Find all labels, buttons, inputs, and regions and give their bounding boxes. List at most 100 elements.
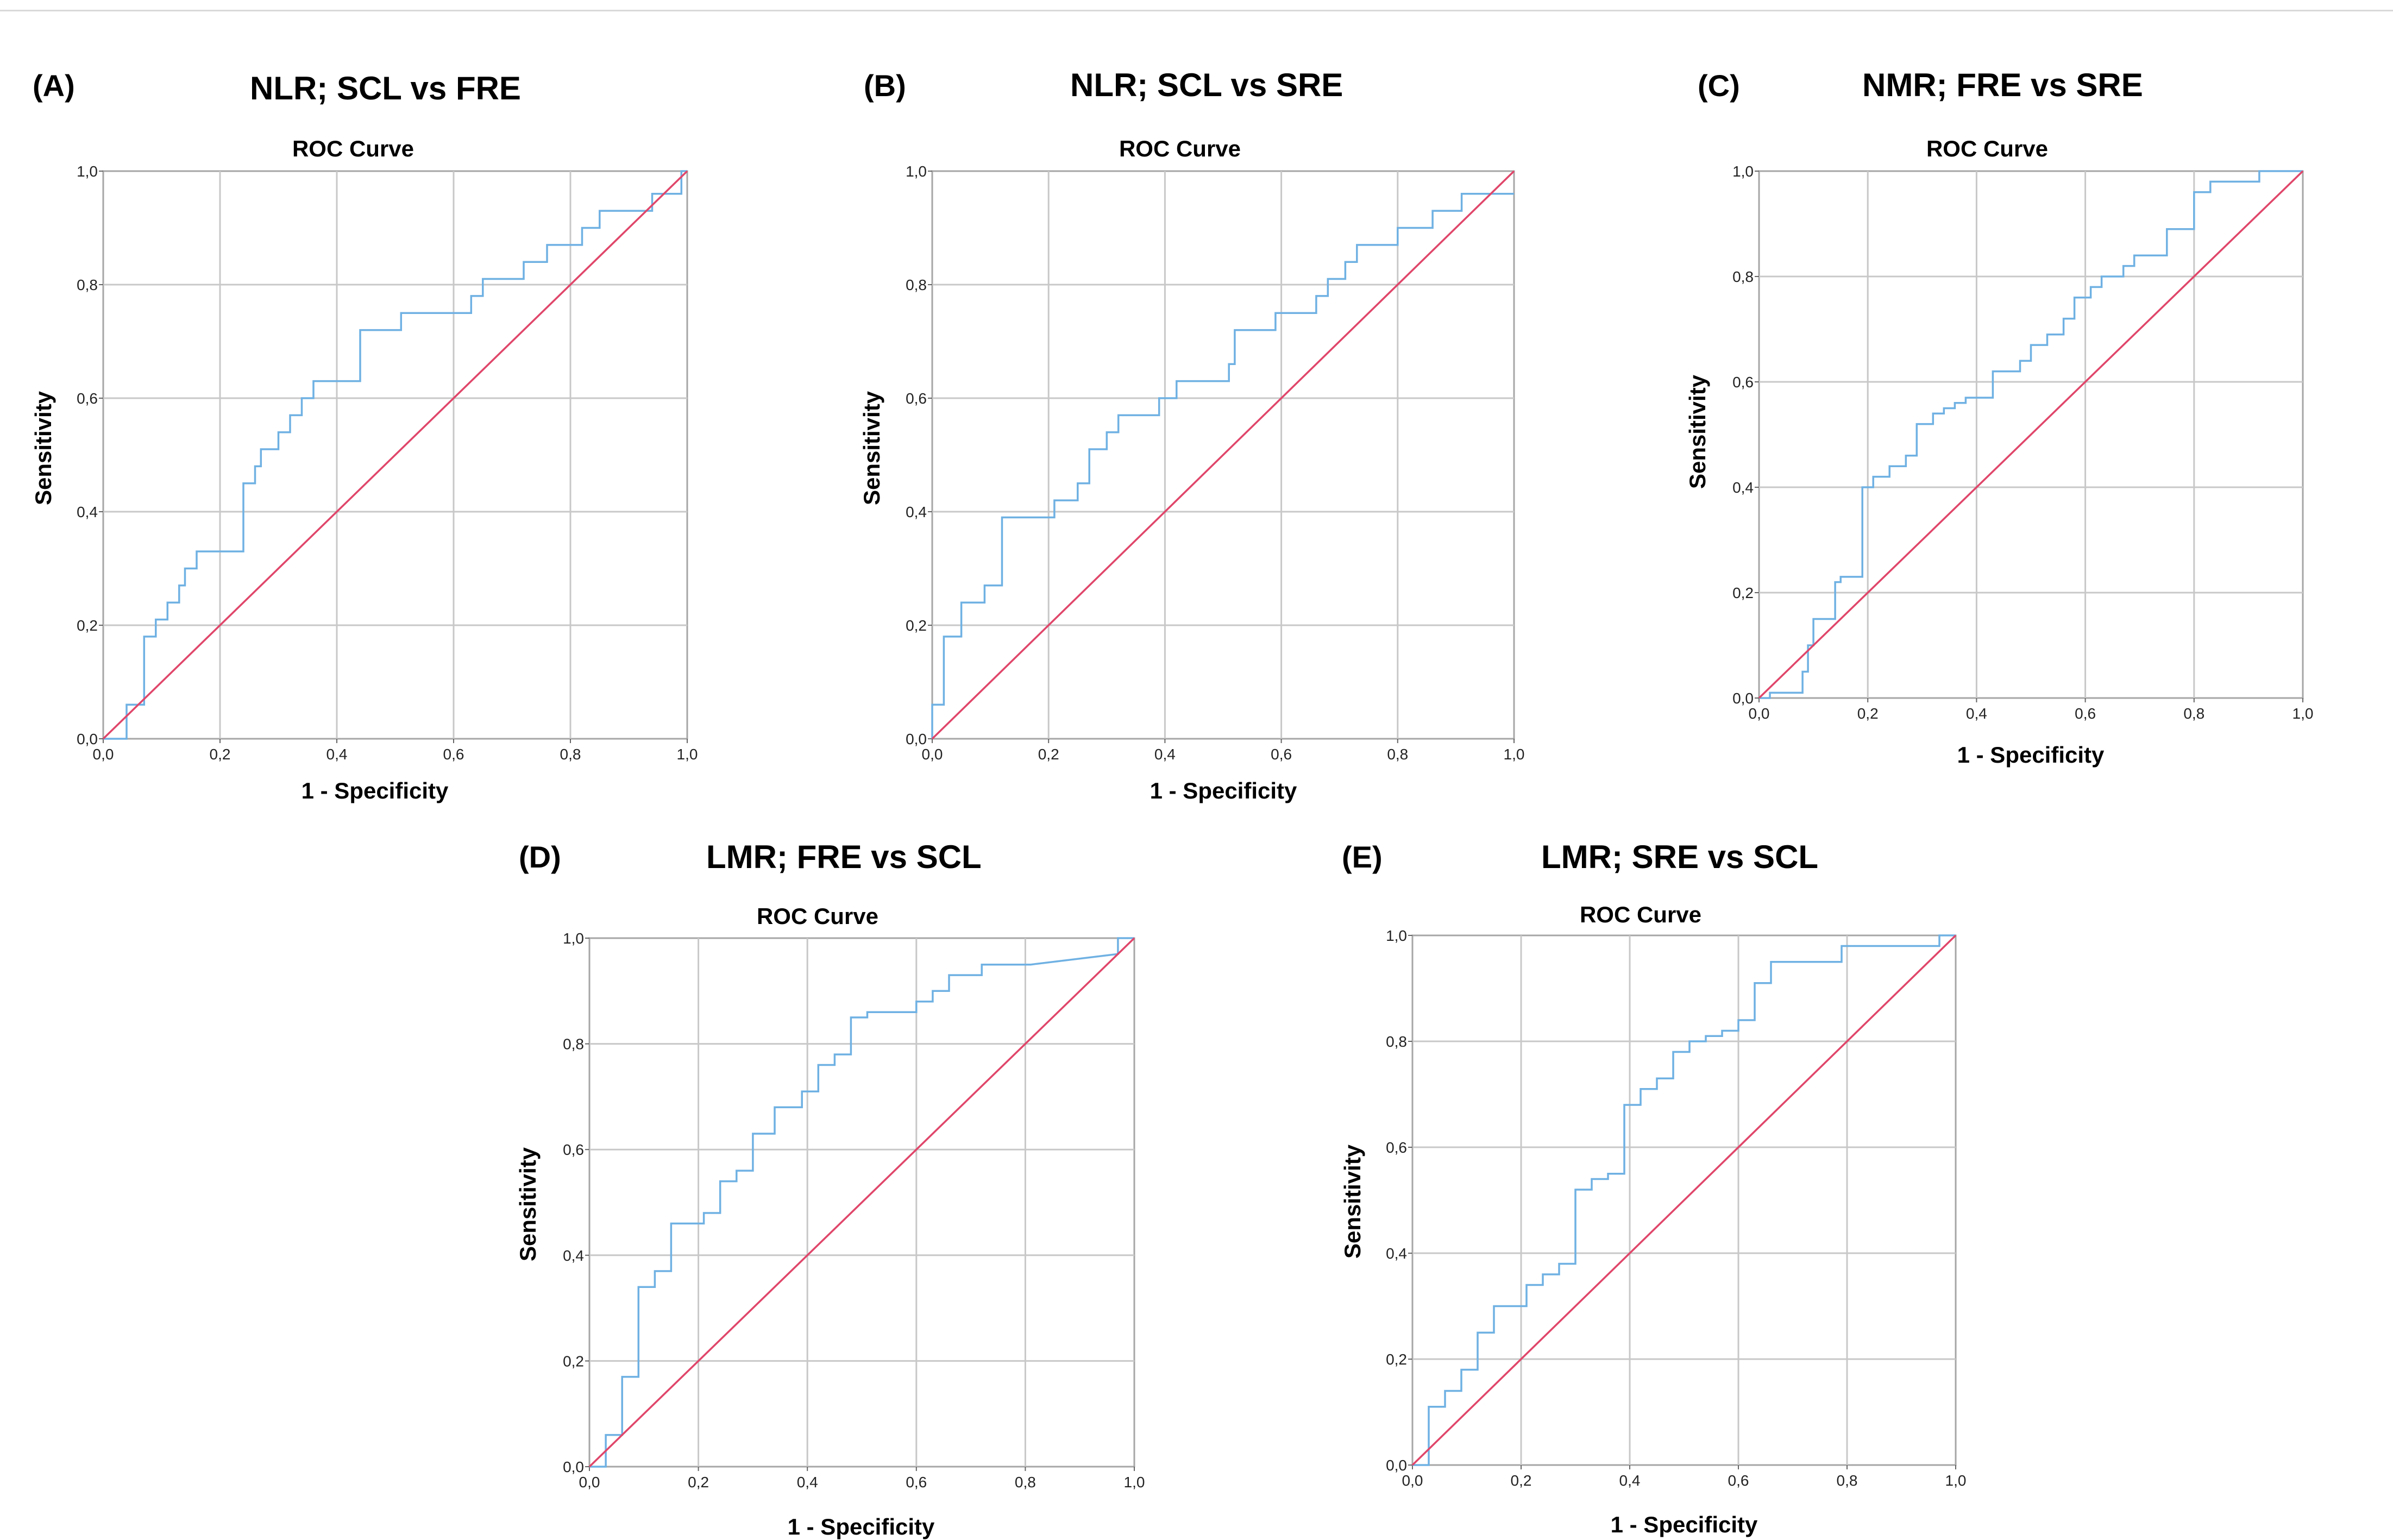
x-tick-label: 1,0 — [2292, 705, 2314, 722]
y-tick-label: 0,2 — [77, 617, 98, 634]
x-tick-label: 1,0 — [1124, 1474, 1145, 1491]
x-tick-label: 0,2 — [688, 1474, 709, 1491]
x-tick-label: 1,0 — [1945, 1472, 1967, 1489]
x-tick-label: 0,0 — [579, 1474, 600, 1491]
y-tick-label: 0,4 — [1732, 479, 1754, 496]
roc-curve — [589, 937, 1134, 1468]
y-tick-label: 1,0 — [1732, 163, 1754, 180]
x-tick-label: 0,2 — [1038, 746, 1059, 763]
y-tick-label: 0,4 — [563, 1247, 584, 1264]
x-tick-label: 0,2 — [1511, 1472, 1532, 1489]
roc-title-a: ROC Curve — [292, 136, 414, 161]
x-axis-label-d: 1 - Specificity — [787, 1514, 935, 1539]
y-tick-label: 0,6 — [1732, 374, 1754, 391]
roc-curve — [1759, 170, 2303, 699]
x-tick-label: 0,4 — [1154, 746, 1176, 763]
roc-plot-a: 0,0 0,2 0,4 0,6 0,8 1,0 0,0 0,2 0,4 0,6 0,8 1,0 — [77, 163, 698, 763]
x-axis-label-a: 1 - Specificity — [301, 778, 449, 803]
y-tick-label: 0,6 — [906, 390, 927, 407]
roc-plot-d: 0,0 0,2 0,4 0,6 0,8 1,0 0,0 0,2 0,4 0,6 0,8 1,0 — [563, 930, 1145, 1491]
x-tick-label: 0,8 — [560, 746, 581, 763]
roc-title-d: ROC Curve — [756, 903, 879, 929]
roc-plot-e: 0,0 0,2 0,4 0,6 0,8 1,0 0,0 0,2 0,4 0,6 0,8 1,0 — [1386, 927, 1967, 1489]
y-tick-label: 0,8 — [906, 276, 927, 293]
y-tick-label: 0,2 — [1386, 1351, 1407, 1368]
x-tick-label: 0,6 — [1728, 1472, 1749, 1489]
roc-plot-c: 0,0 0,2 0,4 0,6 0,8 1,0 0,0 0,2 0,4 0,6 0,8 1,0 — [1732, 163, 2314, 722]
x-tick-label: 0,0 — [922, 746, 943, 763]
y-tick-label: 0,0 — [1732, 690, 1754, 707]
roc-title-b: ROC Curve — [1119, 136, 1241, 161]
x-tick-label: 0,0 — [93, 746, 114, 763]
x-tick-label: 0,8 — [1387, 746, 1408, 763]
x-tick-label: 0,4 — [1619, 1472, 1641, 1489]
panel-title-a: NLR; SCL vs FRE — [250, 70, 521, 106]
panel-title-d: LMR; FRE vs SCL — [706, 839, 982, 875]
y-axis-label-c: Sensitivity — [1685, 374, 1710, 489]
panel-label-c: (C) — [1698, 68, 1740, 103]
x-tick-label: 0,2 — [210, 746, 231, 763]
y-axis-label-d: Sensitivity — [515, 1147, 541, 1262]
y-tick-label: 1,0 — [906, 163, 927, 180]
reference-line — [102, 170, 688, 740]
y-tick-label: 0,2 — [906, 617, 927, 634]
x-tick-label: 0,6 — [906, 1474, 927, 1491]
x-axis-label-c: 1 - Specificity — [1957, 742, 2105, 768]
y-tick-label: 0,6 — [1386, 1139, 1407, 1156]
x-tick-label: 1,0 — [1504, 746, 1525, 763]
y-axis-label-a: Sensitivity — [30, 391, 56, 506]
x-tick-label: 0,6 — [2075, 705, 2096, 722]
roc-curve — [1412, 934, 1956, 1466]
x-tick-label: 0,8 — [2183, 705, 2204, 722]
y-tick-label: 0,2 — [563, 1353, 584, 1369]
y-tick-label: 0,4 — [1386, 1245, 1407, 1262]
panel-label-d: (D) — [519, 840, 561, 874]
y-tick-label: 0,6 — [563, 1141, 584, 1158]
x-tick-label: 0,4 — [1966, 705, 1987, 722]
x-tick-label: 0,8 — [1015, 1474, 1036, 1491]
y-axis-label-e: Sensitivity — [1340, 1144, 1365, 1259]
y-tick-label: 0,4 — [77, 504, 98, 520]
x-axis-label-e: 1 - Specificity — [1610, 1512, 1758, 1537]
x-tick-label: 0,0 — [1749, 705, 1770, 722]
roc-curve — [931, 193, 1514, 739]
reference-line — [931, 170, 1515, 740]
roc-plot-b: 0,0 0,2 0,4 0,6 0,8 1,0 0,0 0,2 0,4 0,6 0,8 1,0 — [906, 163, 1525, 763]
panel-title-e: LMR; SRE vs SCL — [1541, 839, 1819, 875]
x-axis-label-b: 1 - Specificity — [1150, 778, 1297, 803]
y-tick-label: 0,6 — [77, 390, 98, 407]
y-tick-label: 0,4 — [906, 504, 927, 520]
x-tick-label: 0,8 — [1837, 1472, 1858, 1489]
x-tick-label: 0,0 — [1402, 1472, 1423, 1489]
roc-title-c: ROC Curve — [1926, 136, 2049, 161]
reference-line — [1411, 934, 1957, 1466]
y-tick-label: 0,8 — [563, 1036, 584, 1053]
panel-title-c: NMR; FRE vs SRE — [1862, 67, 2143, 103]
roc-title-e: ROC Curve — [1579, 902, 1702, 927]
y-tick-label: 1,0 — [77, 163, 98, 180]
y-tick-label: 0,8 — [1386, 1033, 1407, 1050]
panel-label-a: (A) — [33, 68, 75, 103]
y-tick-label: 0,0 — [77, 731, 98, 747]
y-tick-label: 0,8 — [1732, 268, 1754, 285]
x-tick-label: 0,4 — [326, 746, 348, 763]
panel-title-b: NLR; SCL vs SRE — [1070, 67, 1343, 103]
y-tick-label: 1,0 — [563, 930, 584, 947]
y-tick-label: 0,0 — [563, 1459, 584, 1475]
panel-label-e: (E) — [1342, 840, 1383, 874]
reference-line — [1758, 170, 2304, 699]
y-tick-label: 1,0 — [1386, 927, 1407, 944]
panel-label-b: (B) — [864, 68, 906, 103]
y-tick-label: 0,2 — [1732, 584, 1754, 601]
y-axis-label-b: Sensitivity — [859, 391, 884, 506]
x-tick-label: 0,6 — [1271, 746, 1292, 763]
y-tick-label: 0,0 — [1386, 1457, 1407, 1474]
roc-curve — [103, 170, 687, 740]
x-tick-label: 0,2 — [1857, 705, 1879, 722]
reference-line — [588, 937, 1135, 1468]
top-divider — [0, 10, 2393, 11]
x-tick-label: 0,4 — [797, 1474, 818, 1491]
y-tick-label: 0,0 — [906, 731, 927, 747]
y-tick-label: 0,8 — [77, 276, 98, 293]
x-tick-label: 1,0 — [677, 746, 698, 763]
